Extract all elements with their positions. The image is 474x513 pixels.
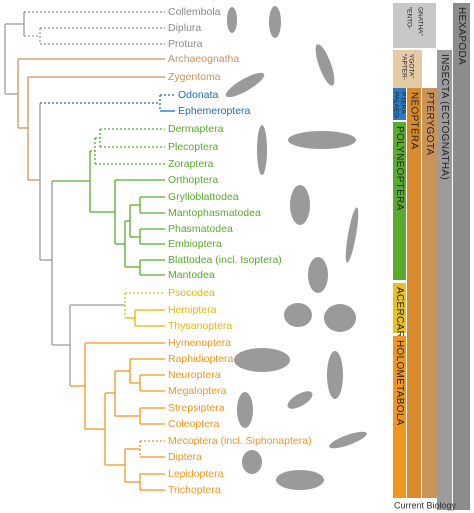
taxon-label: Blattodea (incl. Isoptera) xyxy=(168,254,282,266)
insect-silhouette xyxy=(227,7,237,33)
insect-silhouette xyxy=(284,303,312,327)
insect-silhouette xyxy=(234,348,290,372)
taxon-label: Mantodea xyxy=(168,269,215,281)
footer: Current Biology xyxy=(394,500,457,510)
clade-bar xyxy=(393,88,406,120)
insect-silhouette xyxy=(324,304,356,332)
clade-bar xyxy=(453,3,470,510)
taxon-label: Zoraptera xyxy=(168,158,214,170)
insect-silhouette xyxy=(269,6,281,38)
clade-bar xyxy=(393,122,406,280)
taxon-label: Megaloptera xyxy=(168,385,227,397)
clade-label: HEXAPODA xyxy=(456,7,467,65)
clade-label: GNATHA” xyxy=(416,7,423,36)
insect-silhouette xyxy=(329,431,367,449)
clade-label: INSECTA (ECTOGNATHA) xyxy=(439,54,450,180)
taxon-label: Archaeognatha xyxy=(168,53,239,65)
taxon-label: Odonata xyxy=(178,89,218,101)
taxon-label: Hymenoptera xyxy=(168,337,231,349)
insect-silhouette xyxy=(287,391,313,409)
taxon-label: Raphidioptera xyxy=(168,353,234,365)
taxon-label: Embioptera xyxy=(168,238,222,250)
clade-bar xyxy=(393,336,406,498)
clade-label: POLYNEOPTERA xyxy=(394,126,405,211)
taxon-label: Neuroptera xyxy=(168,369,221,381)
clade-bar xyxy=(437,50,452,510)
insect-silhouette xyxy=(276,470,324,490)
clade-label: “ENTO- xyxy=(405,7,412,29)
tree xyxy=(4,11,175,491)
taxon-label: Strepsiptera xyxy=(168,402,225,414)
taxon-label: Trichoptera xyxy=(168,484,221,496)
clade-label: YGOTA” xyxy=(407,54,414,78)
clade-bar xyxy=(422,88,437,498)
clade-bar xyxy=(407,88,421,498)
insect-silhouette xyxy=(288,131,356,149)
insect-silhouette xyxy=(308,257,328,293)
taxon-label: Grylloblattodea xyxy=(168,191,239,203)
clade-bar xyxy=(393,283,406,333)
taxon-label: Mecoptera (incl. Siphonaptera) xyxy=(168,435,312,447)
taxon-label: Protura xyxy=(168,38,203,50)
clade-label: HOLOMETABOLA xyxy=(394,340,405,426)
taxon-label: Orthoptera xyxy=(168,174,218,186)
taxon-label: Plecoptera xyxy=(168,141,218,153)
taxon-label: Phasmatodea xyxy=(168,223,233,235)
taxon-label: Zygentoma xyxy=(168,71,221,83)
clade-bar xyxy=(393,50,422,88)
insect-silhouette xyxy=(225,72,265,98)
clade-label: “APTER- xyxy=(400,54,407,80)
taxon-label: Ephemeroptera xyxy=(178,105,251,117)
taxon-label: Coleoptera xyxy=(168,418,220,430)
taxon-label: Collembola xyxy=(168,6,221,18)
taxon-label: Hemiptera xyxy=(168,304,217,316)
insect-silhouette xyxy=(327,351,343,399)
clade-label: PTERA xyxy=(399,92,406,114)
silhouettes xyxy=(225,6,367,490)
insect-silhouette xyxy=(290,185,310,225)
taxon-label: Psocodea xyxy=(168,287,215,299)
clade-bar xyxy=(393,3,436,48)
clade-label: PALAEO- xyxy=(392,92,399,120)
taxon-label: Lepidoptera xyxy=(168,468,224,480)
clade-label: ACERCARIA xyxy=(394,287,405,348)
taxon-label: Mantophasmatodea xyxy=(168,207,261,219)
taxon-label: Thysanoptera xyxy=(168,320,232,332)
taxon-label: Diplura xyxy=(168,22,201,34)
insect-silhouette xyxy=(237,392,253,428)
insect-silhouette xyxy=(315,44,335,86)
insect-silhouette xyxy=(345,207,359,263)
clade-label: PTERYGOTA xyxy=(424,92,435,155)
taxon-label: Dermaptera xyxy=(168,123,224,135)
taxon-label: Diptera xyxy=(168,451,202,463)
insect-silhouette xyxy=(257,125,267,175)
clade-label: NEOPTERA xyxy=(408,92,419,149)
insect-silhouette xyxy=(242,450,262,474)
